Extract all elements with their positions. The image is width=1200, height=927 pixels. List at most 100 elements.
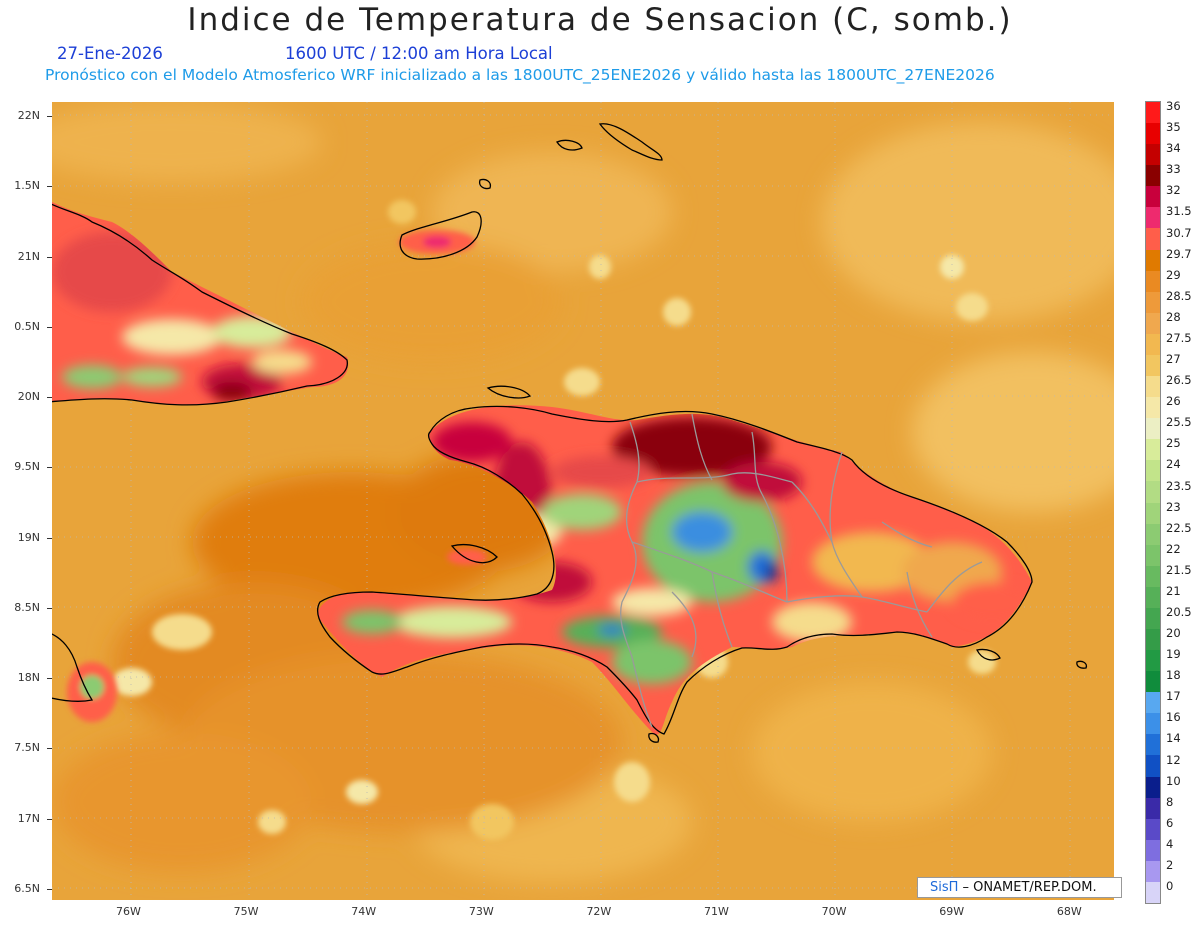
colorbar-label: 16: [1166, 710, 1181, 725]
colorbar-label: 8: [1166, 794, 1174, 809]
lon-tick-label: 68W: [1056, 905, 1082, 918]
colorbar-swatch: [1146, 354, 1160, 377]
inagua-coast: [399, 211, 482, 260]
colorbar-swatch: [1146, 586, 1160, 609]
colorbar-label: 10: [1166, 773, 1181, 788]
credit-text: – ONAMET/REP.DOM.: [958, 880, 1097, 895]
colorbar-swatch: [1146, 502, 1160, 525]
colorbar-swatch: [1146, 818, 1160, 841]
colorbar-label: 21.5: [1166, 562, 1192, 577]
colorbar-label: 32: [1166, 183, 1181, 198]
colorbar-swatch: [1146, 439, 1160, 461]
colorbar-swatch: [1146, 860, 1160, 883]
jamaica-coast: [52, 633, 94, 702]
lat-tick-mark: [47, 537, 52, 539]
colorbar-label: 28: [1166, 309, 1181, 324]
colorbar-swatch: [1146, 207, 1160, 229]
lat-tick-mark: [47, 186, 52, 188]
colorbar-swatch: [1146, 544, 1160, 567]
lat-tick-mark: [47, 818, 52, 820]
colorbar: [1145, 101, 1161, 904]
lon-tick-label: 72W: [586, 905, 612, 918]
colorbar-label: 17: [1166, 689, 1181, 704]
colorbar-label: 21: [1166, 583, 1181, 598]
lat-tick-label: 7.5N: [14, 741, 40, 755]
colorbar-label: 25: [1166, 436, 1181, 451]
colorbar-swatch: [1146, 776, 1160, 799]
ocean-cells: [112, 200, 996, 840]
colorbar-label: 27: [1166, 352, 1181, 367]
colorbar-swatch: [1146, 734, 1160, 756]
colorbar-label: 33: [1166, 162, 1181, 177]
caicos-west-coast: [556, 139, 583, 151]
colorbar-label: 14: [1166, 731, 1181, 746]
colorbar-swatch: [1146, 186, 1160, 208]
colorbar-label: 27.5: [1166, 330, 1192, 345]
turks-caicos-coast: [598, 123, 663, 161]
lat-tick-label: 18N: [17, 671, 40, 685]
lon-tick-label: 73W: [468, 905, 494, 918]
lat-tick-mark: [47, 678, 52, 680]
mona-coast: [1076, 660, 1088, 669]
colorbar-swatch: [1146, 312, 1160, 335]
colorbar-label: 18: [1166, 668, 1181, 683]
colorbar-label: 20: [1166, 626, 1181, 641]
colorbar-label: 4: [1166, 836, 1174, 851]
colorbar-swatch: [1146, 671, 1160, 693]
colorbar-label: 28.5: [1166, 288, 1192, 303]
colorbar-swatch: [1146, 228, 1160, 251]
lat-tick-mark: [47, 607, 52, 609]
lon-tick-label: 74W: [351, 905, 377, 918]
lat-tick-mark: [47, 326, 52, 328]
colorbar-label: 19: [1166, 647, 1181, 662]
credit-box: SisΠ – ONAMET/REP.DOM.: [917, 877, 1122, 898]
cuba-coast: [52, 203, 348, 406]
colorbar-swatch: [1146, 839, 1160, 862]
colorbar-swatch: [1146, 291, 1160, 314]
lat-tick-mark: [47, 467, 52, 469]
heat-index-map: [52, 102, 1114, 900]
haiti-dr-border: [620, 421, 653, 728]
lat-tick-label: 6.5N: [14, 881, 40, 895]
lat-tick-mark: [47, 256, 52, 258]
colorbar-label: 31.5: [1166, 204, 1192, 219]
credit-brand: SisΠ: [930, 880, 959, 895]
lat-tick-label: 17N: [17, 811, 40, 825]
admin-borders: [620, 413, 983, 728]
colorbar-swatch: [1146, 333, 1160, 356]
colorbar-swatch: [1146, 797, 1160, 820]
colorbar-label: 6: [1166, 815, 1174, 830]
coastlines: [52, 123, 1088, 743]
lat-tick-label: 1.5N: [14, 179, 40, 193]
colorbar-label: 26: [1166, 394, 1181, 409]
colorbar-swatch: [1146, 249, 1160, 272]
forecast-date: 27-Ene-2026: [57, 44, 163, 63]
colorbar-swatch: [1146, 270, 1160, 293]
colorbar-swatch: [1146, 628, 1160, 651]
colorbar-swatch: [1146, 607, 1160, 630]
colorbar-swatch: [1146, 565, 1160, 588]
lon-tick-label: 75W: [233, 905, 259, 918]
colorbar-swatch: [1146, 481, 1160, 503]
colorbar-swatch: [1146, 713, 1160, 735]
colorbar-label: 29: [1166, 267, 1181, 282]
colorbar-swatch: [1146, 165, 1160, 187]
colorbar-label: 34: [1166, 141, 1181, 156]
colorbar-label: 12: [1166, 752, 1181, 767]
colorbar-label: 23.5: [1166, 478, 1192, 493]
colorbar-label: 35: [1166, 120, 1181, 135]
colorbar-swatch: [1146, 692, 1160, 714]
colorbar-label: 26.5: [1166, 373, 1192, 388]
colorbar-label: 2: [1166, 857, 1174, 872]
colorbar-swatch: [1146, 397, 1160, 419]
lat-tick-label: 8.5N: [14, 600, 40, 614]
colorbar-label: 22.5: [1166, 520, 1192, 535]
lat-tick-mark: [47, 116, 52, 118]
gonave-coast: [450, 543, 498, 564]
colorbar-label: 0: [1166, 879, 1174, 893]
lat-tick-label: 19N: [17, 530, 40, 544]
colorbar-swatch: [1146, 881, 1160, 904]
lat-tick-label: 20N: [17, 390, 40, 404]
colorbar-swatch: [1146, 418, 1160, 440]
lat-tick-label: 21N: [17, 249, 40, 263]
